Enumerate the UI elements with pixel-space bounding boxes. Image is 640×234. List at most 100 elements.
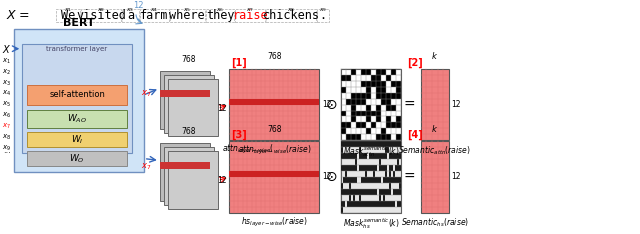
FancyBboxPatch shape xyxy=(347,153,349,159)
FancyBboxPatch shape xyxy=(371,177,373,183)
FancyBboxPatch shape xyxy=(383,165,385,171)
FancyBboxPatch shape xyxy=(345,177,347,183)
FancyBboxPatch shape xyxy=(351,93,356,99)
FancyBboxPatch shape xyxy=(385,147,387,153)
FancyBboxPatch shape xyxy=(381,141,383,147)
FancyBboxPatch shape xyxy=(361,153,363,159)
Text: visited: visited xyxy=(76,9,126,22)
FancyBboxPatch shape xyxy=(353,153,355,159)
FancyBboxPatch shape xyxy=(376,105,381,110)
FancyBboxPatch shape xyxy=(341,141,401,212)
FancyBboxPatch shape xyxy=(386,134,391,140)
Text: [1]: [1] xyxy=(232,58,247,68)
FancyBboxPatch shape xyxy=(359,189,361,195)
Text: [2]: [2] xyxy=(407,58,422,68)
Text: =: = xyxy=(403,98,415,112)
FancyBboxPatch shape xyxy=(376,93,381,99)
FancyBboxPatch shape xyxy=(386,117,391,122)
FancyBboxPatch shape xyxy=(387,141,389,147)
FancyBboxPatch shape xyxy=(381,128,386,134)
FancyBboxPatch shape xyxy=(371,201,373,207)
FancyBboxPatch shape xyxy=(383,153,385,159)
FancyBboxPatch shape xyxy=(386,75,391,81)
Text: ⊙: ⊙ xyxy=(325,98,337,112)
FancyBboxPatch shape xyxy=(383,189,385,195)
FancyBboxPatch shape xyxy=(345,165,347,171)
FancyBboxPatch shape xyxy=(346,134,351,140)
FancyBboxPatch shape xyxy=(381,81,386,87)
FancyBboxPatch shape xyxy=(365,201,367,207)
FancyBboxPatch shape xyxy=(341,189,343,195)
FancyBboxPatch shape xyxy=(366,117,371,122)
FancyBboxPatch shape xyxy=(376,81,381,87)
FancyBboxPatch shape xyxy=(395,177,397,183)
FancyBboxPatch shape xyxy=(359,141,361,147)
FancyBboxPatch shape xyxy=(371,122,376,128)
FancyBboxPatch shape xyxy=(341,69,401,140)
FancyBboxPatch shape xyxy=(389,201,391,207)
FancyBboxPatch shape xyxy=(391,81,396,87)
FancyBboxPatch shape xyxy=(365,171,367,177)
FancyBboxPatch shape xyxy=(363,153,365,159)
Text: $attn_{layer-wise}($: $attn_{layer-wise}($ xyxy=(223,143,275,156)
Text: $attn_{layer-wise}($$\it{raise}$$)$: $attn_{layer-wise}($$\it{raise}$$)$ xyxy=(237,144,311,157)
Text: $x_1$: $x_1$ xyxy=(64,6,72,14)
FancyBboxPatch shape xyxy=(376,110,381,117)
FancyBboxPatch shape xyxy=(389,189,391,195)
FancyBboxPatch shape xyxy=(355,165,357,171)
Text: $x_6$: $x_6$ xyxy=(216,6,224,14)
FancyBboxPatch shape xyxy=(341,153,343,159)
FancyBboxPatch shape xyxy=(28,132,127,147)
Text: $x_9$: $x_9$ xyxy=(2,143,12,153)
FancyBboxPatch shape xyxy=(376,117,381,122)
FancyBboxPatch shape xyxy=(385,177,387,183)
FancyBboxPatch shape xyxy=(391,122,396,128)
FancyBboxPatch shape xyxy=(399,165,401,171)
FancyBboxPatch shape xyxy=(381,189,383,195)
FancyBboxPatch shape xyxy=(168,151,218,209)
FancyBboxPatch shape xyxy=(351,189,353,195)
FancyBboxPatch shape xyxy=(341,141,343,147)
Text: We: We xyxy=(61,9,75,22)
FancyBboxPatch shape xyxy=(351,105,356,110)
FancyBboxPatch shape xyxy=(353,201,355,207)
FancyBboxPatch shape xyxy=(389,171,391,177)
FancyBboxPatch shape xyxy=(22,44,132,153)
FancyBboxPatch shape xyxy=(399,183,401,189)
Text: [3]: [3] xyxy=(232,130,247,140)
FancyBboxPatch shape xyxy=(353,189,355,195)
FancyBboxPatch shape xyxy=(341,128,346,134)
FancyBboxPatch shape xyxy=(366,69,371,75)
Text: $x_8$: $x_8$ xyxy=(287,6,296,14)
Text: a: a xyxy=(127,9,134,22)
FancyBboxPatch shape xyxy=(399,201,401,207)
FancyBboxPatch shape xyxy=(397,141,399,147)
FancyBboxPatch shape xyxy=(359,153,361,159)
FancyBboxPatch shape xyxy=(366,81,371,87)
FancyBboxPatch shape xyxy=(391,153,393,159)
FancyBboxPatch shape xyxy=(365,153,367,159)
FancyBboxPatch shape xyxy=(396,117,401,122)
FancyBboxPatch shape xyxy=(379,159,381,165)
FancyBboxPatch shape xyxy=(343,153,345,159)
FancyBboxPatch shape xyxy=(355,189,357,195)
FancyBboxPatch shape xyxy=(373,153,375,159)
FancyBboxPatch shape xyxy=(381,165,383,171)
FancyBboxPatch shape xyxy=(391,105,396,110)
FancyBboxPatch shape xyxy=(353,141,355,147)
FancyBboxPatch shape xyxy=(363,177,365,183)
Text: $x_1$: $x_1$ xyxy=(3,57,12,66)
FancyBboxPatch shape xyxy=(341,207,343,212)
FancyBboxPatch shape xyxy=(164,75,214,132)
Text: where: where xyxy=(170,9,205,22)
FancyBboxPatch shape xyxy=(347,189,349,195)
Text: $x_6$: $x_6$ xyxy=(2,111,12,120)
FancyBboxPatch shape xyxy=(379,153,381,159)
FancyBboxPatch shape xyxy=(376,87,381,93)
FancyBboxPatch shape xyxy=(28,110,127,128)
FancyBboxPatch shape xyxy=(343,189,345,195)
FancyBboxPatch shape xyxy=(383,201,385,207)
FancyBboxPatch shape xyxy=(399,153,401,159)
FancyBboxPatch shape xyxy=(347,141,349,147)
FancyBboxPatch shape xyxy=(356,122,361,128)
